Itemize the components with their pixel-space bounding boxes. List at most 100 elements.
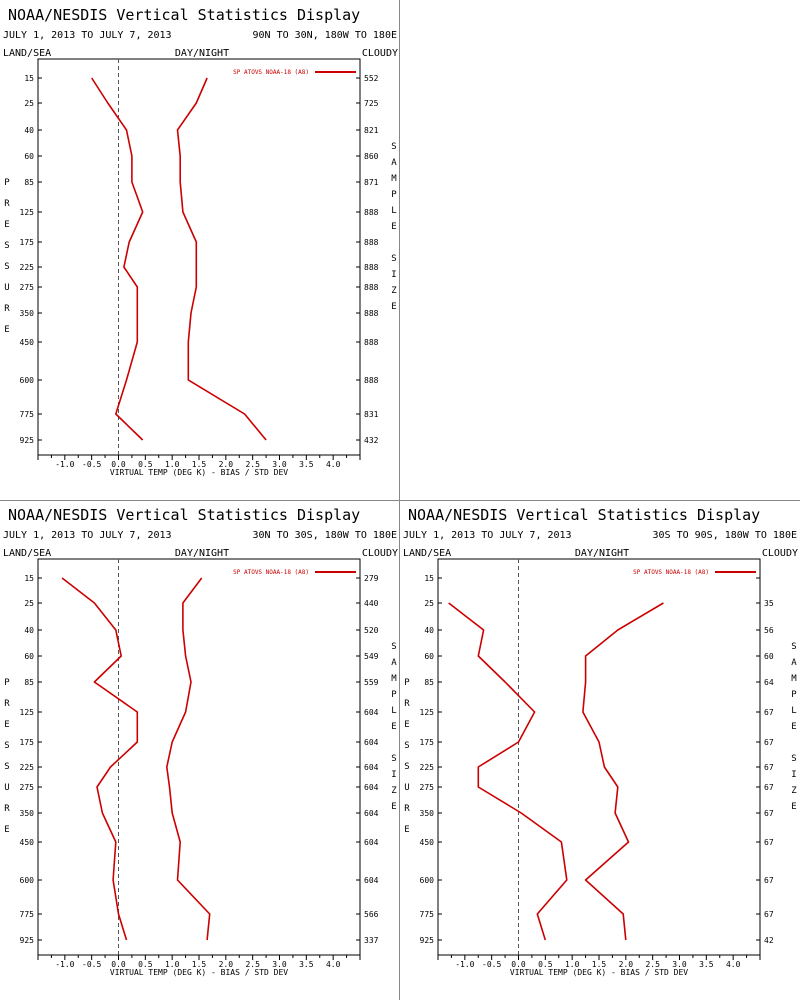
sample-size-label: 821: [364, 126, 379, 135]
pressure-axis-letter: U: [4, 283, 9, 293]
bias-series-line: [61, 577, 139, 941]
pressure-tick-label: 85: [424, 678, 434, 687]
pressure-tick-label: 450: [20, 338, 35, 347]
date-range: JULY 1, 2013 TO JULY 7, 2013: [3, 30, 172, 41]
pressure-tick-label: 600: [20, 876, 35, 885]
legend-label: SP ATOVS NOAA-18 (A8): [633, 569, 709, 576]
sample-size-label: 56: [764, 626, 774, 635]
land-sea-label: LAND/SEA: [403, 548, 451, 559]
pressure-tick-label: 125: [20, 708, 35, 717]
pressure-tick-label: 925: [420, 936, 435, 945]
pressure-axis-letter: S: [404, 762, 409, 772]
pressure-tick-label: 125: [420, 708, 435, 717]
pressure-axis-letter: U: [404, 783, 409, 793]
pressure-axis-letter: R: [4, 699, 10, 709]
x-tick-label: 0.5: [538, 960, 553, 969]
sample-size-label: 888: [364, 376, 379, 385]
legend-label: SP ATOVS NOAA-18 (A8): [233, 69, 309, 76]
x-tick-label: 0.0: [511, 960, 526, 969]
x-axis-label: VIRTUAL TEMP (DEG K) - BIAS / STD DEV: [510, 968, 688, 977]
pressure-tick-label: 275: [420, 783, 435, 792]
sample-size-label: 871: [364, 178, 379, 187]
x-tick-label: 1.0: [565, 960, 580, 969]
pressure-tick-label: 225: [20, 763, 35, 772]
sample-size-label: 604: [364, 763, 379, 772]
pressure-axis-letter: P: [404, 678, 410, 688]
panel-title: NOAA/NESDIS Vertical Statistics Display: [408, 506, 760, 524]
pressure-axis-letter: R: [404, 804, 410, 814]
pressure-tick-label: 450: [20, 838, 35, 847]
x-tick-label: 2.5: [645, 960, 660, 969]
x-tick-label: 2.0: [619, 960, 634, 969]
land-sea-label: LAND/SEA: [3, 48, 51, 59]
pressure-axis-letter: P: [4, 678, 10, 688]
sample-size-axis-letter: S: [791, 754, 796, 764]
x-tick-label: -0.5: [82, 960, 101, 969]
pressure-tick-label: 40: [24, 626, 34, 635]
pressure-axis-letter: S: [4, 241, 9, 251]
sample-size-label: 888: [364, 338, 379, 347]
sample-size-axis-letter: L: [391, 706, 396, 716]
pressure-tick-label: 40: [24, 126, 34, 135]
sample-size-axis-letter: P: [391, 190, 397, 200]
pressure-axis-letter: E: [4, 220, 9, 230]
sample-size-axis-letter: P: [391, 690, 397, 700]
x-tick-label: 3.5: [699, 960, 714, 969]
x-tick-label: 3.5: [299, 960, 314, 969]
pressure-axis-letter: R: [4, 804, 10, 814]
sample-size-axis-letter: E: [391, 802, 396, 812]
sample-size-label: 831: [364, 410, 379, 419]
pressure-tick-label: 25: [24, 599, 34, 608]
plot-frame: [37, 558, 361, 956]
sample-size-axis-letter: S: [391, 254, 396, 264]
sample-size-label: 604: [364, 809, 379, 818]
pressure-tick-label: 350: [420, 809, 435, 818]
sample-size-label: 888: [364, 238, 379, 247]
sample-size-axis-letter: A: [391, 658, 397, 668]
x-tick-label: 3.0: [272, 460, 287, 469]
sample-size-axis-letter: S: [391, 642, 396, 652]
day-night-label: DAY/NIGHT: [575, 548, 629, 559]
sample-size-label: 860: [364, 152, 379, 161]
x-tick-label: 2.5: [245, 460, 260, 469]
pressure-axis-letter: E: [404, 825, 409, 835]
day-night-label: DAY/NIGHT: [175, 548, 229, 559]
sample-size-label: 432: [364, 436, 379, 445]
sample-size-axis-letter: L: [791, 706, 796, 716]
pressure-tick-label: 600: [420, 876, 435, 885]
x-tick-label: 2.0: [219, 960, 234, 969]
x-axis-label: VIRTUAL TEMP (DEG K) - BIAS / STD DEV: [110, 968, 288, 977]
day-night-label: DAY/NIGHT: [175, 48, 229, 59]
panel-title: NOAA/NESDIS Vertical Statistics Display: [8, 506, 360, 524]
pressure-tick-label: 275: [20, 283, 35, 292]
pressure-tick-label: 450: [420, 838, 435, 847]
pressure-tick-label: 15: [424, 574, 434, 583]
sample-size-label: 566: [364, 910, 379, 919]
pressure-tick-label: 25: [424, 599, 434, 608]
sample-size-axis-letter: P: [791, 690, 797, 700]
std-dev-series-line: [176, 77, 267, 441]
pressure-tick-label: 775: [420, 910, 435, 919]
sample-size-label: 604: [364, 876, 379, 885]
x-tick-label: 1.5: [192, 460, 207, 469]
pressure-tick-label: 225: [420, 763, 435, 772]
x-tick-label: 3.5: [299, 460, 314, 469]
sample-size-axis-letter: Z: [391, 786, 397, 796]
sample-size-axis-letter: Z: [791, 786, 797, 796]
pressure-tick-label: 60: [424, 652, 434, 661]
x-axis-label: VIRTUAL TEMP (DEG K) - BIAS / STD DEV: [110, 468, 288, 477]
sample-size-axis-letter: E: [391, 302, 396, 312]
bias-series-line: [448, 602, 568, 941]
panel-title: NOAA/NESDIS Vertical Statistics Display: [8, 6, 360, 24]
pressure-tick-label: 350: [20, 809, 35, 818]
sample-size-label: 520: [364, 626, 379, 635]
sample-size-label: 604: [364, 838, 379, 847]
sample-size-label: 67: [764, 809, 774, 818]
sample-size-label: 888: [364, 309, 379, 318]
pressure-tick-label: 775: [20, 910, 35, 919]
sample-size-label: 549: [364, 652, 379, 661]
panel-1: NOAA/NESDIS Vertical Statistics Display J…: [3, 6, 398, 477]
legend-label: SP ATOVS NOAA-18 (A8): [233, 569, 309, 576]
pressure-axis-letter: S: [4, 762, 9, 772]
x-tick-label: 3.0: [272, 960, 287, 969]
